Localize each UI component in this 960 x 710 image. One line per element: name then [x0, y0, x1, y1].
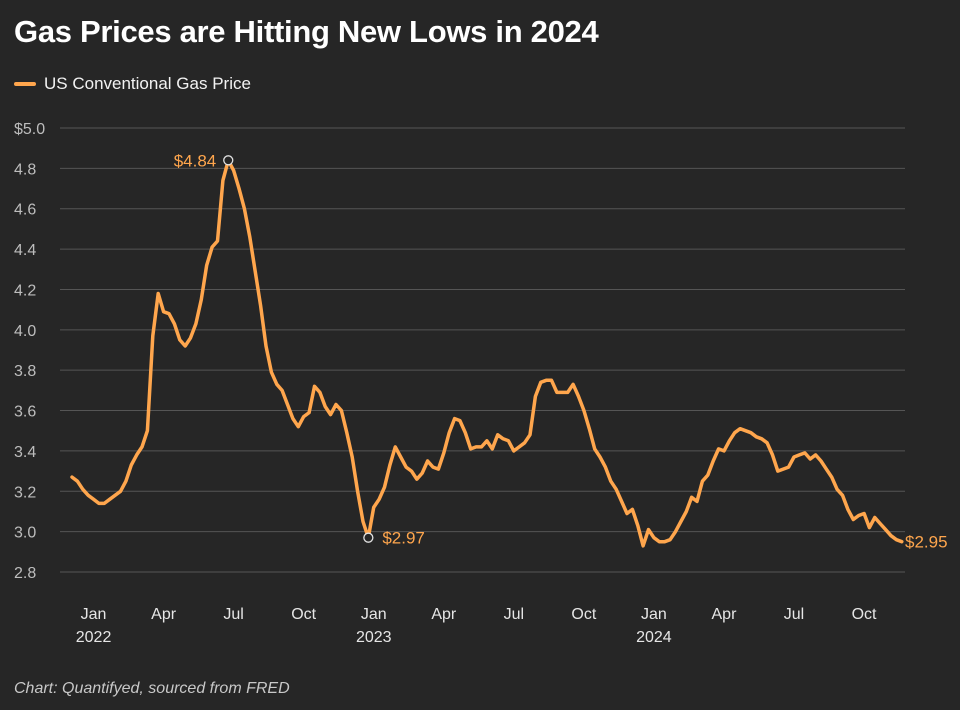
y-tick-label: 4.0: [14, 323, 36, 340]
legend-swatch: [14, 82, 36, 86]
y-tick-label: 3.6: [14, 404, 36, 421]
x-tick-label: Apr: [712, 606, 738, 623]
x-tick-label: Oct: [291, 606, 316, 623]
annotation-marker: [223, 155, 234, 166]
x-tick-label: Jul: [784, 606, 804, 623]
x-tick-label: Oct: [852, 606, 877, 623]
y-tick-label: 3.2: [14, 484, 36, 501]
legend-label: US Conventional Gas Price: [44, 74, 251, 93]
annotation-label: $2.95: [905, 533, 948, 552]
x-tick-year: 2023: [356, 629, 392, 646]
y-tick-label: 4.2: [14, 282, 36, 299]
legend: US Conventional Gas Price: [14, 74, 251, 94]
x-tick-label: Apr: [431, 606, 457, 623]
y-tick-label: 4.4: [14, 242, 36, 259]
x-tick-label: Jan: [81, 606, 107, 623]
chart-title: Gas Prices are Hitting New Lows in 2024: [14, 14, 599, 49]
y-tick-label: 2.8: [14, 565, 36, 582]
series-line: [70, 158, 904, 548]
y-tick-label: 4.6: [14, 202, 36, 219]
x-tick-year: 2022: [76, 629, 112, 646]
x-tick-label: Jul: [223, 606, 243, 623]
y-tick-label: $5.0: [14, 121, 45, 138]
y-tick-label: 4.8: [14, 161, 36, 178]
annotation-label: $4.84: [174, 151, 217, 170]
y-tick-label: 3.4: [14, 444, 36, 461]
x-tick-year: 2024: [636, 629, 672, 646]
x-tick-label: Oct: [571, 606, 596, 623]
x-tick-label: Apr: [151, 606, 177, 623]
x-tick-label: Jan: [641, 606, 667, 623]
annotation-marker: [363, 532, 374, 543]
x-tick-label: Jul: [504, 606, 524, 623]
y-tick-label: 3.0: [14, 525, 36, 542]
annotation-label: $2.97: [382, 529, 425, 548]
source-note: Chart: Quantifyed, sourced from FRED: [14, 680, 290, 697]
x-tick-label: Jan: [361, 606, 387, 623]
y-tick-label: 3.8: [14, 363, 36, 380]
